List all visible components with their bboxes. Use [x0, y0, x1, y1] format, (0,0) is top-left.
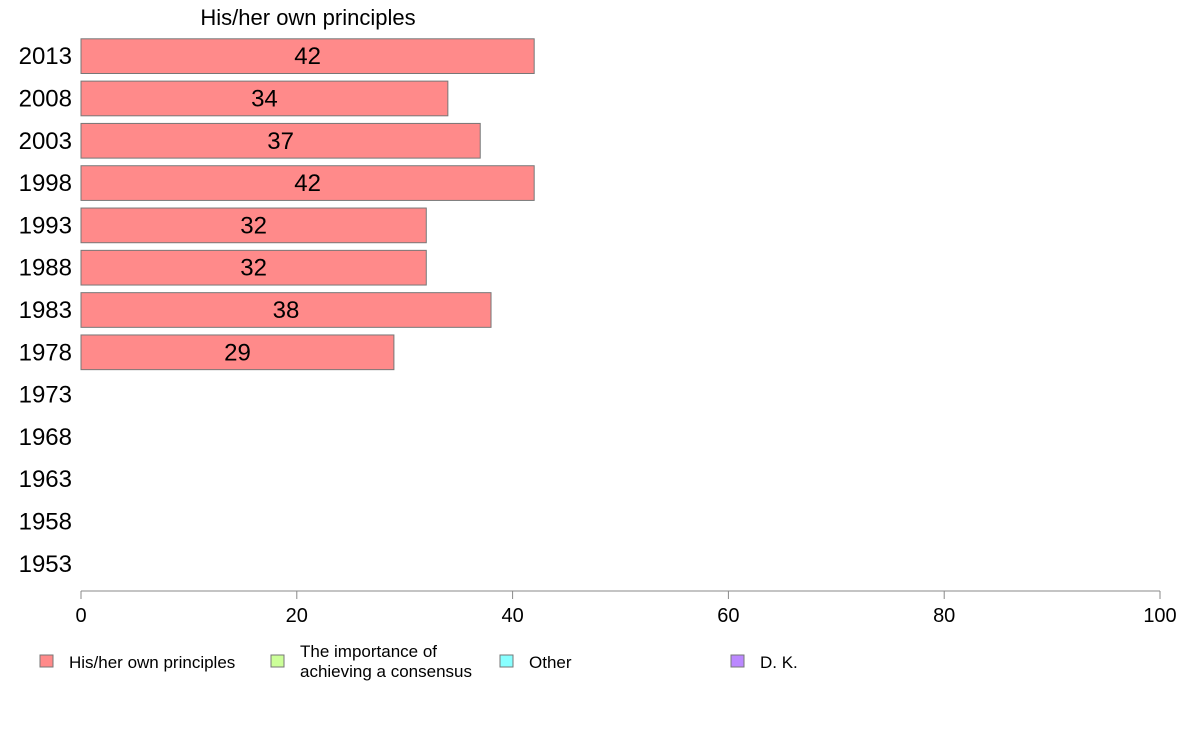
legend-label: The importance of achieving a consensus: [300, 642, 472, 681]
y-tick-label: 1988: [19, 255, 72, 282]
legend-swatch: [270, 654, 285, 668]
x-tick-label: 20: [286, 605, 308, 627]
bar: [80, 292, 492, 328]
y-tick-label: 1998: [19, 170, 72, 197]
bar: [80, 165, 535, 201]
y-tick-label: 1953: [19, 551, 72, 578]
legend-label: His/her own principles: [69, 653, 235, 672]
legend-label: Other: [529, 653, 572, 672]
bar: [80, 207, 427, 244]
y-tick-label: 1968: [19, 424, 72, 451]
legend-swatch: [39, 654, 54, 668]
chart-title: His/her own principles: [200, 5, 415, 30]
legend-swatch: [730, 654, 745, 668]
x-tick-label: 40: [501, 605, 523, 627]
x-tick-label: 60: [717, 605, 739, 627]
bar: [80, 334, 395, 371]
y-tick-label: 2003: [19, 128, 72, 155]
data-label: 32: [240, 255, 267, 282]
data-label: 38: [273, 297, 300, 324]
data-label: 29: [224, 339, 251, 366]
y-tick-label: 1973: [19, 382, 72, 409]
data-label: 32: [240, 212, 267, 239]
bar: [80, 38, 535, 74]
legend: His/her own principles The importance of a…: [39, 642, 798, 681]
data-label: 42: [294, 170, 321, 197]
x-axis: 0 20 40 60 80 100: [75, 590, 1177, 627]
y-tick-label: 2013: [19, 43, 72, 70]
data-label: 34: [251, 85, 278, 112]
legend-swatch: [499, 654, 514, 668]
data-label: 42: [294, 43, 321, 70]
bar: [80, 249, 427, 286]
legend-label: D. K.: [760, 653, 798, 672]
y-tick-label: 1983: [19, 297, 72, 324]
bar: [80, 80, 449, 117]
y-tick-label: 1958: [19, 509, 72, 536]
y-tick-label: 1978: [19, 339, 72, 366]
bar: [80, 122, 481, 159]
y-axis-labels: 2013 2008 2003 1998 1993 1988 1983 1978 1973 1968…: [19, 43, 72, 578]
x-tick-label: 80: [933, 605, 955, 627]
data-label: 37: [267, 128, 294, 155]
x-tick-label: 0: [75, 605, 86, 627]
y-tick-label: 2008: [19, 85, 72, 112]
y-tick-label: 1993: [19, 212, 72, 239]
y-tick-label: 1963: [19, 466, 72, 493]
x-tick-label: 100: [1143, 605, 1176, 627]
